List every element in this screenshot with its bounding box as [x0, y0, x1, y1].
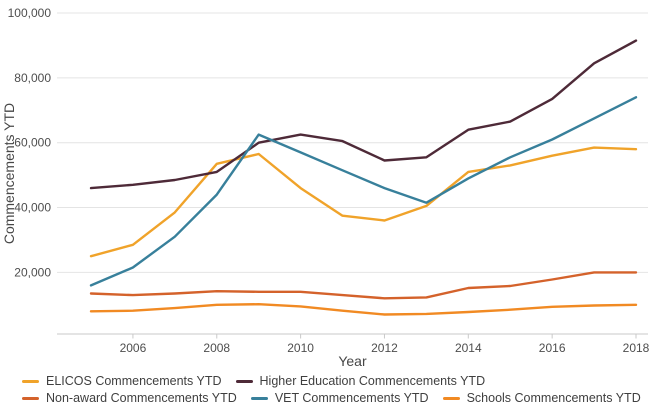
legend-swatch-icon: [442, 397, 460, 400]
x-axis-title: Year: [338, 353, 367, 369]
series-line-4: [89, 303, 638, 316]
legend-swatch-icon: [22, 397, 39, 400]
legend-row: Non-award Commencements YTD VET Commencem…: [22, 391, 642, 406]
legend-row: ELICOS Commencements YTD Higher Education…: [22, 374, 642, 389]
legend-label: Non-award Commencements YTD: [46, 391, 237, 405]
series-line-2: [89, 271, 638, 300]
y-tick-label: 40,000: [14, 201, 51, 215]
y-tick-label: 100,000: [8, 6, 52, 20]
legend-label: Schools Commencements YTD: [466, 391, 641, 405]
legend-item-1[interactable]: Higher Education Commencements YTD: [235, 374, 486, 389]
x-tick-label: 2016: [539, 341, 566, 355]
y-axis-title: Commencements YTD: [1, 103, 17, 244]
x-tick-label: 2014: [455, 341, 482, 355]
legend-label: ELICOS Commencements YTD: [46, 374, 222, 388]
x-tick-label: 2010: [287, 341, 314, 355]
y-tick-label: 80,000: [14, 71, 51, 85]
y-tick-label: 60,000: [14, 136, 51, 150]
legend-item-2[interactable]: Non-award Commencements YTD: [22, 391, 237, 406]
line-chart-plot: 20,000 40,000 60,000 80,000 100,000 2006 2008 2…: [1, 6, 650, 369]
x-tick-label: 2018: [623, 341, 650, 355]
legend-label: VET Commencements YTD: [274, 391, 429, 405]
series-line-3: [89, 96, 638, 287]
legend-swatch-icon: [250, 397, 268, 400]
legend-item-0[interactable]: ELICOS Commencements YTD: [22, 374, 222, 389]
legend-item-3[interactable]: VET Commencements YTD: [250, 391, 429, 406]
series-line-1: [89, 39, 638, 190]
legend-item-4[interactable]: Schools Commencements YTD: [442, 391, 641, 406]
y-tick-label: 20,000: [14, 265, 51, 279]
legend-swatch-icon: [22, 380, 39, 383]
legend-label: Higher Education Commencements YTD: [259, 374, 486, 388]
x-tick-label: 2008: [203, 341, 230, 355]
chart-legend: ELICOS Commencements YTD Higher Education…: [22, 374, 642, 408]
series-line-0: [89, 146, 638, 258]
legend-swatch-icon: [235, 380, 253, 383]
x-tick-label: 2006: [120, 341, 147, 355]
x-tick-label: 2012: [371, 341, 398, 355]
